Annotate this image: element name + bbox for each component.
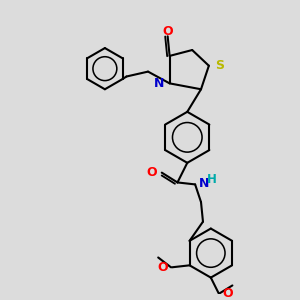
Text: N: N (199, 177, 209, 190)
Text: O: O (158, 261, 168, 274)
Text: H: H (207, 173, 217, 186)
Text: N: N (154, 77, 165, 90)
Text: O: O (223, 287, 233, 300)
Text: S: S (215, 59, 224, 72)
Text: O: O (146, 166, 157, 179)
Text: O: O (162, 25, 173, 38)
